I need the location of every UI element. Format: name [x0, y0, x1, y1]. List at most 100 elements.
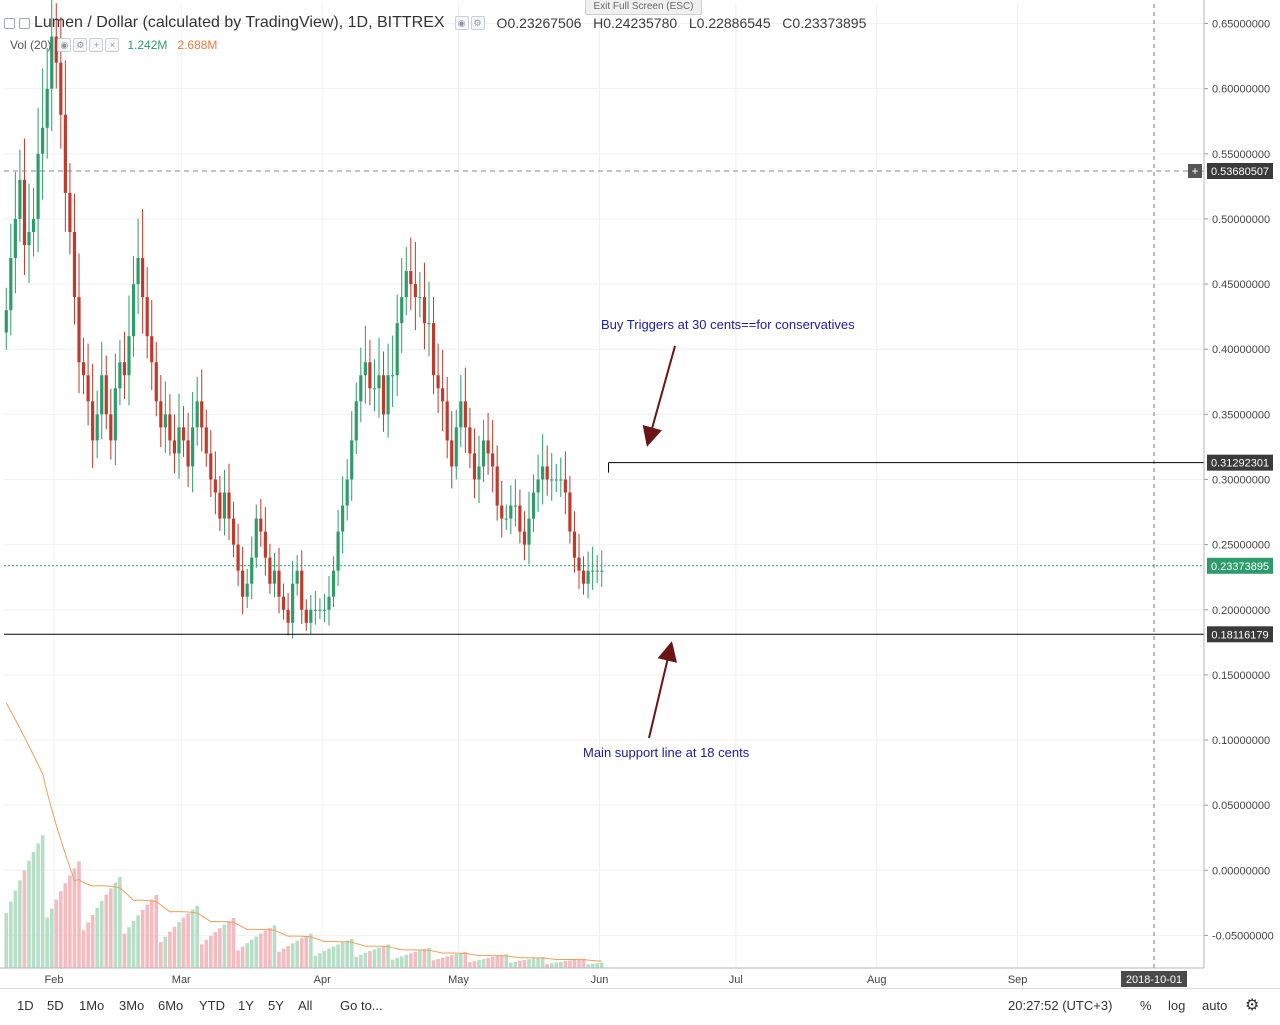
volume-bar	[381, 946, 386, 968]
auto-toggle[interactable]: auto	[1202, 998, 1228, 1013]
y-tick-label: 0.05000000	[1212, 800, 1270, 812]
volume-bar	[127, 927, 131, 968]
range-1mo[interactable]: 1Mo	[79, 998, 105, 1013]
range-ytd[interactable]: YTD	[199, 998, 225, 1013]
volume-bar	[163, 936, 168, 968]
candle-body	[204, 427, 208, 454]
price-chart[interactable]: 0.53680507 +0.31292301 0.18116179 0.2337389…	[0, 0, 1280, 988]
plus-icon[interactable]: +	[89, 38, 104, 52]
candle-body	[472, 453, 477, 480]
x-tick-label: May	[448, 974, 469, 986]
candle-body	[586, 570, 590, 584]
candle-body	[404, 271, 408, 298]
log-toggle[interactable]: log	[1168, 998, 1186, 1013]
candle-body	[595, 570, 599, 572]
candle-body	[422, 297, 427, 324]
range-1d[interactable]: 1D	[17, 998, 34, 1013]
volume-bar	[518, 960, 522, 968]
volume-bar	[177, 922, 181, 968]
percent-toggle[interactable]: %	[1140, 998, 1152, 1013]
candle-body	[222, 492, 227, 519]
volume-bar	[36, 843, 40, 968]
candle-body	[213, 479, 217, 493]
candle-body	[104, 375, 108, 415]
volume-bar	[159, 942, 163, 968]
volume-bar	[222, 924, 227, 968]
exit-fullscreen-button[interactable]: Exit Full Screen (ESC)	[585, 0, 702, 15]
volume-bar	[186, 913, 190, 968]
candle-body	[477, 466, 481, 480]
volume-bar	[477, 959, 481, 968]
volume-bar	[531, 958, 536, 968]
volume-bar	[599, 962, 604, 968]
y-tick-label: 0.60000000	[1212, 84, 1270, 96]
y-tick-label: -0.05000000	[1212, 930, 1274, 942]
range-5d[interactable]: 5D	[47, 998, 64, 1013]
open-value: 0.23267506	[507, 15, 582, 31]
candle-body	[463, 401, 467, 428]
volume-bar	[209, 935, 213, 968]
volume-bar	[418, 950, 422, 968]
volume-bar	[213, 931, 218, 968]
volume-bar	[149, 899, 154, 968]
close-icon[interactable]: ×	[105, 38, 120, 52]
gear-icon[interactable]: ⚙	[470, 16, 485, 30]
volume-bar	[509, 962, 513, 968]
collapse-icon[interactable]	[4, 17, 15, 29]
gear-icon[interactable]: ⚙	[73, 38, 88, 52]
horizontal-lines[interactable]: 0.53680507 +0.31292301 0.18116179 0.2337389…	[4, 163, 1273, 643]
price-label: 0.31292301	[1211, 458, 1269, 470]
volume-bar	[545, 964, 549, 968]
volume-bar	[422, 949, 427, 968]
candle-body	[372, 388, 377, 390]
y-tick-label: 0.10000000	[1212, 735, 1270, 747]
chart-grid	[4, 4, 1204, 968]
hide-icon[interactable]	[19, 17, 30, 29]
candle-body	[504, 518, 508, 520]
candle-body	[318, 609, 322, 611]
range-1y[interactable]: 1Y	[238, 998, 254, 1013]
y-tick-label: 0.00000000	[1212, 865, 1270, 877]
range-3mo[interactable]: 3Mo	[119, 998, 145, 1013]
volume-bar	[449, 955, 454, 968]
volume-bar	[9, 901, 13, 968]
candle-body	[81, 362, 86, 376]
y-tick-label: 0.55000000	[1212, 149, 1270, 161]
volume-bar	[436, 958, 440, 968]
volume-bar	[404, 954, 409, 968]
volume-bar	[490, 956, 495, 968]
candle-body	[118, 362, 122, 389]
gear-icon[interactable]: ⚙	[1245, 997, 1260, 1014]
volume-bar	[40, 835, 45, 968]
annotations: Buy Triggers at 30 cents==for conservati…	[583, 317, 855, 760]
candle-body	[13, 218, 17, 259]
high-value: 0.24235780	[603, 15, 678, 31]
volume-bar	[527, 959, 531, 968]
candle-body	[395, 323, 399, 376]
volume-bar	[77, 861, 81, 968]
eye-icon[interactable]: ◉	[57, 38, 72, 52]
candle-body	[418, 297, 422, 299]
goto-button[interactable]: Go to...	[340, 998, 383, 1013]
candle-body	[322, 609, 327, 611]
candle-body	[527, 518, 531, 545]
candle-body	[545, 466, 549, 480]
candle-body	[77, 297, 81, 363]
volume-bar	[231, 917, 236, 968]
plus-icon	[1188, 164, 1202, 179]
volume-bar	[249, 939, 254, 968]
candle-body	[577, 557, 581, 571]
volume-bar	[468, 962, 472, 968]
candle-body	[409, 271, 413, 285]
candle-body	[200, 401, 204, 428]
range-all[interactable]: All	[298, 998, 313, 1013]
volume-bar	[581, 958, 586, 968]
eye-icon[interactable]: ◉	[454, 16, 469, 30]
candle-body	[168, 414, 172, 441]
volume-bar	[409, 953, 413, 968]
x-tick-label: Feb	[45, 974, 64, 986]
volume-bar	[263, 930, 268, 968]
range-5y[interactable]: 5Y	[268, 998, 284, 1013]
range-6mo[interactable]: 6Mo	[158, 998, 184, 1013]
volume-bar	[281, 948, 286, 968]
